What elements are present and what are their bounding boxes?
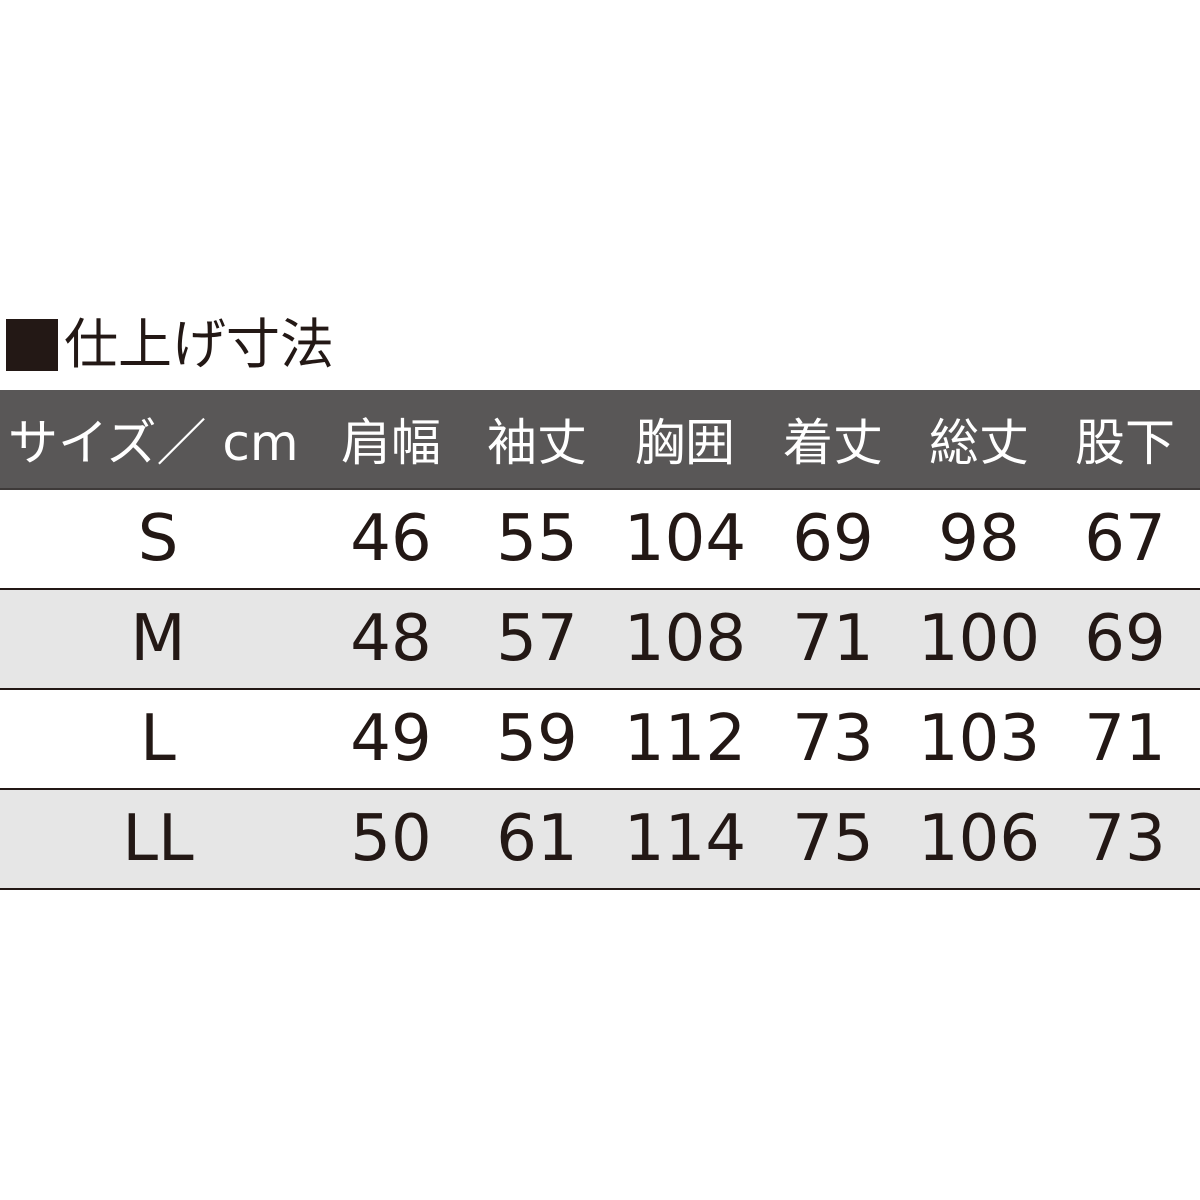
column-header: 胸囲: [635, 414, 735, 472]
square-bullet-icon: [6, 319, 58, 371]
measurement-cell: 67: [1084, 502, 1166, 576]
measurement-cell: 50: [350, 802, 432, 876]
measurement-cell: 73: [792, 702, 874, 776]
measurement-cell: 103: [917, 702, 1041, 776]
measurement-cell: 71: [792, 602, 874, 676]
measurement-cell: 98: [938, 502, 1020, 576]
column-header: 着丈: [783, 414, 883, 472]
column-header: 股下: [1075, 414, 1175, 472]
measurement-cell: 48: [350, 602, 432, 676]
measurement-cell: 75: [792, 802, 874, 876]
measurement-cell: 112: [623, 702, 747, 776]
measurement-cell: 69: [1084, 602, 1166, 676]
measurement-cell: 71: [1084, 702, 1166, 776]
size-table: サイズ／ cm 肩幅 袖丈 胸囲 着丈 総丈 股下 S 46 55 104 69 98 67…: [0, 390, 1200, 890]
column-header: サイズ／ cm: [8, 414, 299, 472]
measurement-cell: 59: [496, 702, 578, 776]
table-row: S 46 55 104 69 98 67: [0, 490, 1200, 590]
section-title-text: 仕上げ寸法: [64, 313, 334, 376]
measurement-cell: 104: [623, 502, 747, 576]
table-row: L 49 59 112 73 103 71: [0, 690, 1200, 790]
measurement-cell: 73: [1084, 802, 1166, 876]
table-row: M 48 57 108 71 100 69: [0, 590, 1200, 690]
measurement-cell: 108: [623, 602, 747, 676]
measurement-cell: 46: [350, 502, 432, 576]
measurement-cell: 57: [496, 602, 578, 676]
measurement-cell: 55: [496, 502, 578, 576]
size-label: L: [140, 702, 176, 776]
measurement-cell: 100: [917, 602, 1041, 676]
measurement-cell: 61: [496, 802, 578, 876]
size-label: LL: [122, 802, 194, 876]
size-label: S: [137, 502, 179, 576]
column-header: 袖丈: [487, 414, 587, 472]
column-header: 総丈: [929, 414, 1029, 472]
size-label: M: [130, 602, 186, 676]
measurement-cell: 106: [917, 802, 1041, 876]
measurement-cell: 49: [350, 702, 432, 776]
column-header: 肩幅: [341, 414, 441, 472]
measurement-cell: 114: [623, 802, 747, 876]
section-title: 仕上げ寸法: [6, 310, 334, 380]
table-header-row: サイズ／ cm 肩幅 袖丈 胸囲 着丈 総丈 股下: [0, 390, 1200, 490]
measurement-cell: 69: [792, 502, 874, 576]
table-row: LL 50 61 114 75 106 73: [0, 790, 1200, 890]
